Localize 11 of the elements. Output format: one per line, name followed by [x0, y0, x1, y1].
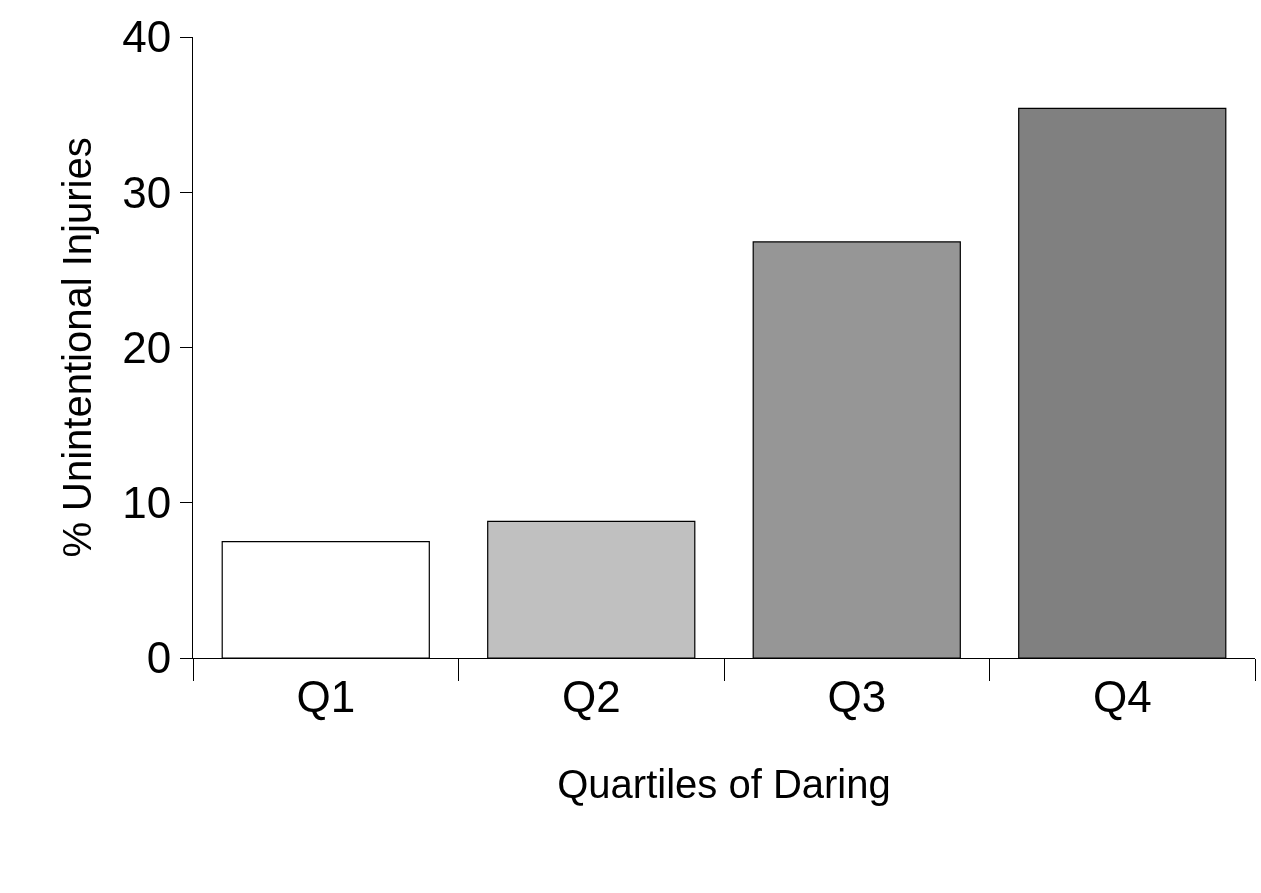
x-tick-label: Q3 — [827, 671, 887, 721]
y-axis-title: % Unintentional Injuries — [54, 137, 99, 558]
x-tick-label: Q1 — [296, 671, 356, 721]
y-tick-label: 20 — [122, 322, 172, 372]
x-tick-label: Q2 — [561, 671, 621, 721]
x-tick-label: Q4 — [1092, 671, 1152, 721]
y-tick-label: 30 — [122, 167, 172, 217]
y-tick-label: 10 — [122, 478, 172, 528]
y-tick-label: 0 — [146, 633, 172, 683]
x-axis-title: Quartiles of Daring — [557, 762, 891, 807]
y-tick-label: 40 — [122, 12, 172, 62]
